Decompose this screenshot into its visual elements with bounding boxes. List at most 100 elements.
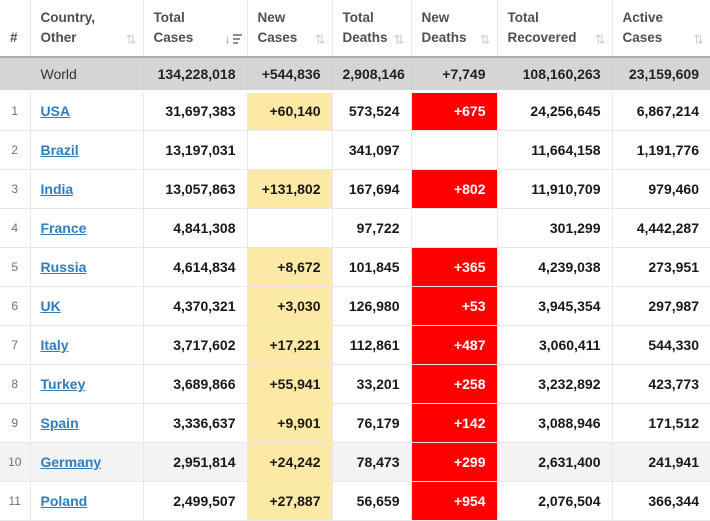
new-cases-cell: +131,802 xyxy=(246,168,333,209)
col-header-label: New xyxy=(257,10,286,25)
new-cases-cell: +3,030 xyxy=(246,285,333,326)
sort-both-icon: ⇅ xyxy=(693,32,704,48)
table-row: 8 Turkey 3,689,866 +55,941 33,201 +258 3,232,8… xyxy=(0,363,710,404)
active-cases-cell: 297,987 xyxy=(611,285,710,326)
country-cell: Italy xyxy=(29,324,144,365)
country-cell: France xyxy=(29,207,144,248)
world-row: World 134,228,018 +544,836 2,908,146 +7,749 1… xyxy=(0,56,710,93)
total-deaths-cell: 126,980 xyxy=(331,285,412,326)
total-recovered-cell: 11,910,709 xyxy=(496,168,613,209)
new-cases-cell: +544,836 xyxy=(246,56,333,93)
active-cases-cell: 4,442,287 xyxy=(611,207,710,248)
rank-cell: 1 xyxy=(0,90,31,131)
total-deaths-cell: 101,845 xyxy=(331,246,412,287)
new-deaths-cell: +299 xyxy=(410,441,498,482)
new-cases-cell: +17,221 xyxy=(246,324,333,365)
country-link[interactable]: Germany xyxy=(40,453,102,470)
active-cases-cell: 423,773 xyxy=(611,363,710,404)
country-link[interactable]: UK xyxy=(40,297,61,314)
rank-cell: 8 xyxy=(0,363,31,404)
table-row: 5 Russia 4,614,834 +8,672 101,845 +365 4,239,0… xyxy=(0,246,710,287)
new-cases-cell xyxy=(246,129,333,170)
total-cases-cell: 4,841,308 xyxy=(142,207,248,248)
country-cell: India xyxy=(29,168,144,209)
rank-cell: 5 xyxy=(0,246,31,287)
col-header-label: Total xyxy=(507,10,539,25)
sort-both-icon: ⇅ xyxy=(393,32,405,48)
country-link[interactable]: Russia xyxy=(40,258,87,275)
country-link[interactable]: France xyxy=(40,219,87,236)
sort-both-icon: ⇅ xyxy=(125,32,137,48)
col-header-label: Cases xyxy=(257,29,298,45)
active-cases-cell: 273,951 xyxy=(611,246,710,287)
total-recovered-cell: 11,664,158 xyxy=(496,129,613,170)
total-deaths-cell: 76,179 xyxy=(331,402,412,443)
header-row: # Country, Other ⇅ Total Cases ↓ New Cases ⇅ Total… xyxy=(0,0,710,59)
country-cell: Turkey xyxy=(29,363,144,404)
total-cases-cell: 4,370,321 xyxy=(142,285,248,326)
table-row: 7 Italy 3,717,602 +17,221 112,861 +487 3,060,4… xyxy=(0,324,710,365)
active-cases-cell: 171,512 xyxy=(611,402,710,443)
country-cell: Poland xyxy=(29,480,144,521)
country-link[interactable]: USA xyxy=(40,103,71,120)
rank-cell: 6 xyxy=(0,285,31,326)
rank-cell: 2 xyxy=(0,129,31,170)
total-cases-cell: 13,057,863 xyxy=(142,168,248,209)
col-header-new-cases[interactable]: New Cases ⇅ xyxy=(246,0,333,59)
total-cases-cell: 3,336,637 xyxy=(142,402,248,443)
rank-cell xyxy=(0,56,31,93)
col-header-total-recovered[interactable]: Total Recovered ⇅ xyxy=(496,0,613,59)
total-recovered-cell: 301,299 xyxy=(496,207,613,248)
col-header-label: Other xyxy=(40,29,77,45)
col-header-label: Cases xyxy=(153,29,194,45)
country-link[interactable]: India xyxy=(40,180,74,197)
col-header-label: Cases xyxy=(622,29,663,45)
col-header-new-deaths[interactable]: New Deaths ⇅ xyxy=(410,0,498,59)
total-deaths-cell: 78,473 xyxy=(331,441,412,482)
total-cases-cell: 4,614,834 xyxy=(142,246,248,287)
total-recovered-cell: 3,232,892 xyxy=(496,363,613,404)
country-cell: Brazil xyxy=(29,129,144,170)
total-recovered-cell: 24,256,645 xyxy=(496,90,613,131)
total-recovered-cell: 2,631,400 xyxy=(496,441,613,482)
total-deaths-cell: 341,097 xyxy=(331,129,412,170)
sort-both-icon: ⇅ xyxy=(314,32,326,48)
total-deaths-cell: 97,722 xyxy=(331,207,412,248)
new-deaths-cell xyxy=(410,129,498,170)
total-deaths-cell: 112,861 xyxy=(331,324,412,365)
country-link[interactable]: Italy xyxy=(40,336,69,353)
new-cases-cell: +24,242 xyxy=(246,441,333,482)
country-cell: UK xyxy=(29,285,144,326)
table-row: 10 Germany 2,951,814 +24,242 78,473 +299 2,631… xyxy=(0,441,710,482)
active-cases-cell: 979,460 xyxy=(611,168,710,209)
total-recovered-cell: 4,239,038 xyxy=(496,246,613,287)
new-deaths-cell: +53 xyxy=(410,285,498,326)
new-cases-cell: +27,887 xyxy=(246,480,333,521)
world-label-cell: World xyxy=(29,56,144,93)
total-cases-cell: 13,197,031 xyxy=(142,129,248,170)
col-header-rank: # xyxy=(0,0,31,59)
col-header-total-deaths[interactable]: Total Deaths ⇅ xyxy=(331,0,412,59)
rank-cell: 11 xyxy=(0,480,31,521)
total-deaths-cell: 2,908,146 xyxy=(331,56,412,93)
country-link[interactable]: Spain xyxy=(40,414,79,431)
sort-both-icon: ⇅ xyxy=(479,32,491,48)
country-link[interactable]: Brazil xyxy=(40,141,79,158)
new-deaths-cell: +954 xyxy=(410,480,498,521)
new-deaths-cell: +258 xyxy=(410,363,498,404)
col-header-active-cases[interactable]: Active Cases ⇅ xyxy=(611,0,710,59)
col-header-label: Deaths xyxy=(421,29,467,45)
col-header-label: Active xyxy=(622,10,664,25)
country-link[interactable]: Poland xyxy=(40,492,88,509)
active-cases-cell: 544,330 xyxy=(611,324,710,365)
country-link[interactable]: Turkey xyxy=(40,375,86,392)
country-cell: Russia xyxy=(29,246,144,287)
table-row: 9 Spain 3,336,637 +9,901 76,179 +142 3,088,946… xyxy=(0,402,710,443)
total-recovered-cell: 108,160,263 xyxy=(496,56,613,93)
col-header-total-cases[interactable]: Total Cases ↓ xyxy=(142,0,248,59)
col-header-country[interactable]: Country, Other ⇅ xyxy=(29,0,144,59)
col-header-label: Recovered xyxy=(507,29,577,45)
new-cases-cell: +9,901 xyxy=(246,402,333,443)
new-deaths-cell: +675 xyxy=(410,90,498,131)
new-cases-cell: +60,140 xyxy=(246,90,333,131)
